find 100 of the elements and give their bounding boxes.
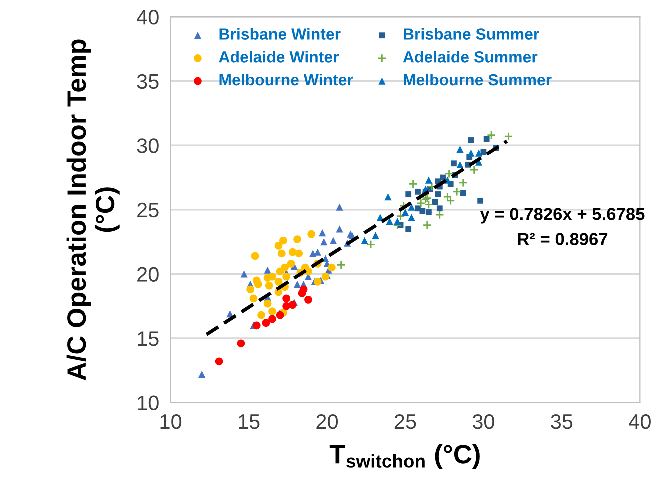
point [386, 218, 394, 226]
legend-label: Brisbane Winter [220, 28, 341, 40]
point [480, 149, 487, 155]
point [420, 208, 426, 214]
legend-label: Brisbane Summer [404, 28, 540, 40]
point [435, 210, 444, 220]
point [250, 294, 258, 303]
point [251, 252, 260, 260]
point [415, 188, 421, 195]
point [314, 248, 322, 256]
point [294, 280, 302, 288]
point [458, 178, 468, 188]
point [408, 214, 416, 222]
point [288, 301, 297, 310]
x-tick-label: 35 [551, 414, 573, 430]
legend-label: Adelaide Summer [403, 51, 538, 63]
point [258, 311, 266, 320]
point [361, 237, 368, 244]
x-tick-label: 15 [239, 414, 260, 430]
point [504, 132, 514, 142]
point [452, 187, 462, 196]
point [308, 230, 316, 238]
annotation: y = 0.7826x + 5.6785 [480, 208, 645, 224]
point [424, 200, 434, 210]
y-tick-label: 35 [137, 74, 159, 90]
point [282, 272, 290, 281]
point [484, 136, 490, 142]
point [280, 236, 288, 245]
point [264, 274, 272, 282]
y-axis-title: A/C Operation Indoor Temp (°C) [66, 40, 120, 381]
point [268, 315, 276, 324]
point [475, 150, 483, 157]
x-tick-label: 10 [160, 414, 182, 430]
point [278, 250, 286, 258]
point [468, 150, 475, 157]
point [406, 226, 412, 232]
y-tick-label: 30 [137, 138, 159, 154]
point [487, 130, 496, 140]
point [294, 236, 302, 244]
point [265, 282, 274, 290]
point [264, 266, 272, 274]
point [384, 194, 392, 201]
point [274, 278, 283, 286]
point [402, 208, 410, 216]
point [422, 220, 432, 230]
point [276, 268, 284, 276]
y-tick-label: 10 [138, 396, 159, 411]
point [366, 240, 376, 250]
point [435, 192, 442, 198]
point [436, 206, 443, 212]
point [451, 160, 457, 167]
x-axis-title: T$_{switchon}$ (°C) [330, 444, 480, 470]
point [336, 226, 344, 233]
point [300, 286, 308, 294]
point [396, 212, 406, 221]
point [456, 146, 464, 154]
point [444, 169, 454, 178]
point [425, 176, 432, 184]
point [468, 138, 474, 144]
point [372, 232, 380, 240]
point [240, 270, 248, 278]
annotation: R² = 0.8967 [518, 233, 608, 246]
point [198, 370, 206, 378]
point [276, 311, 284, 320]
point [446, 196, 456, 206]
point [282, 294, 290, 303]
y-tick-label: 25 [138, 202, 159, 218]
point [314, 278, 322, 286]
point [328, 264, 336, 272]
point [246, 286, 255, 294]
point [252, 322, 261, 330]
point [254, 280, 262, 288]
point [408, 180, 418, 189]
x-tick-label: 20 [316, 414, 338, 430]
y-tick-label: 15 [138, 332, 159, 346]
x-tick-label: 40 [629, 414, 651, 430]
legend-label: Adelaide Winter [219, 51, 340, 63]
point [320, 238, 328, 246]
point [394, 218, 402, 226]
point [478, 198, 484, 204]
point [470, 166, 479, 175]
point [330, 237, 338, 244]
point [215, 358, 224, 366]
x-tick-label: 30 [472, 414, 494, 430]
point [426, 210, 432, 216]
point [287, 260, 296, 268]
y-tick-label: 40 [136, 10, 159, 25]
x-tick-label: 25 [394, 414, 416, 430]
point [264, 300, 272, 308]
point [319, 230, 326, 237]
point [336, 260, 346, 270]
point [268, 308, 276, 316]
point [274, 242, 283, 250]
point [336, 204, 344, 211]
point [456, 161, 464, 168]
point [443, 192, 452, 202]
point [304, 296, 312, 304]
point [408, 204, 416, 211]
point [460, 190, 466, 196]
legend-label: Melbourne Summer [404, 74, 552, 86]
